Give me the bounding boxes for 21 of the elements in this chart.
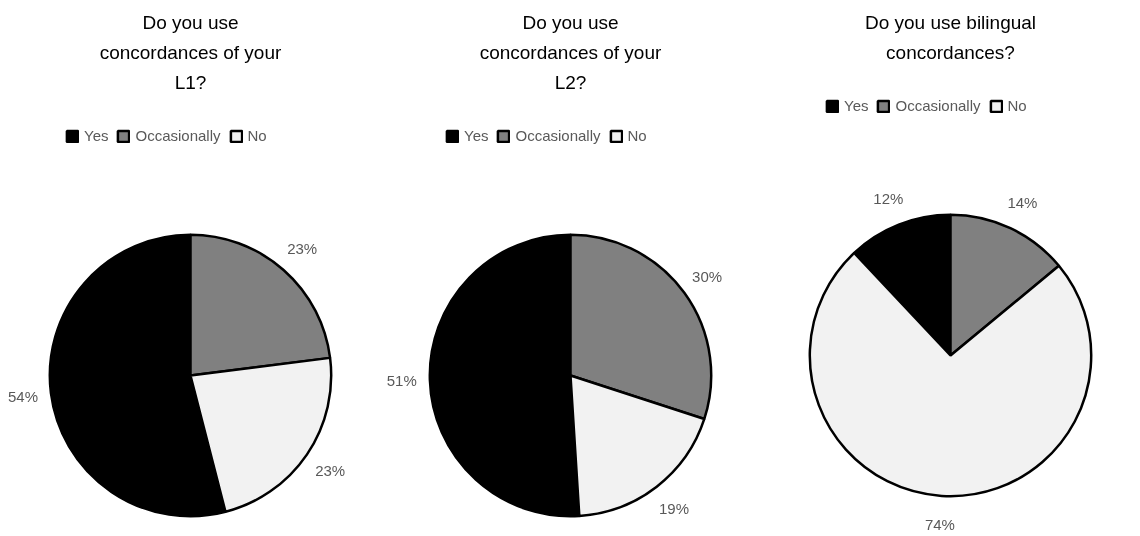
legend-label: No	[1007, 97, 1028, 114]
chart-title: Do you use concordances of your L1?	[99, 12, 282, 93]
data-label: 54%	[7, 388, 39, 406]
legend-label: No	[627, 127, 648, 144]
chart-title: Do you use bilingual concordances?	[864, 12, 1037, 63]
legend-label: Occasionally	[515, 127, 601, 144]
data-label: 14%	[1007, 194, 1038, 212]
legend-label: Yes	[844, 97, 869, 114]
data-label: 12%	[873, 190, 904, 208]
data-label: 74%	[924, 515, 955, 533]
data-label: 51%	[386, 372, 417, 390]
legend-label: No	[247, 127, 268, 144]
data-label: 23%	[287, 240, 318, 258]
data-label: 30%	[692, 267, 723, 285]
legend-label: Occasionally	[135, 127, 221, 144]
chart-title: Do you use concordances of your L2?	[479, 12, 662, 93]
legend-label: Occasionally	[895, 97, 981, 114]
legend-label: Yes	[84, 127, 109, 144]
data-label: 23%	[315, 461, 346, 479]
data-label: 19%	[658, 500, 689, 518]
legend-label: Yes	[464, 127, 489, 144]
